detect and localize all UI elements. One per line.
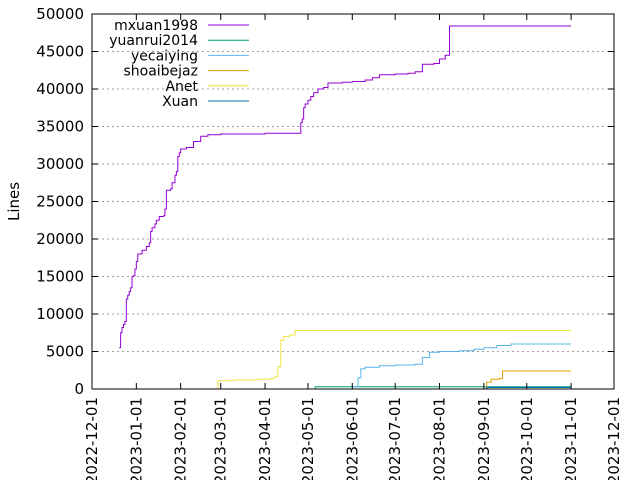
x-tick-label: 2023-05-01: [299, 397, 317, 480]
x-tick-label: 2023-07-01: [386, 397, 404, 480]
y-tick-label: 20000: [36, 230, 84, 248]
y-tick-label: 10000: [36, 305, 84, 323]
legend: mxuan1998yuanrui2014yecaiyingshoaibejazA…: [109, 18, 249, 110]
x-tick-label: 2023-01-01: [127, 397, 145, 480]
axis-ticks: [91, 13, 615, 390]
legend-label: shoaibejaz: [123, 64, 198, 80]
x-tick-label: 2023-11-01: [562, 397, 580, 480]
legend-label: yecaiying: [131, 48, 198, 64]
legend-label: mxuan1998: [114, 18, 198, 34]
series-line-anet: [214, 330, 572, 390]
series-line-mxuan1998: [119, 25, 572, 349]
y-tick-label: 35000: [36, 118, 84, 136]
series-line-yecaiying: [315, 343, 572, 390]
y-tick-label: 25000: [36, 193, 84, 211]
y-axis-title: Lines: [5, 182, 23, 221]
legend-label: Anet: [165, 79, 198, 95]
x-tick-label: 2023-02-01: [172, 397, 190, 480]
y-tick-label: 50000: [36, 5, 84, 23]
y-tick-labels: 0 5000 10000 15000 20000 25000 30000 35000 40000…: [36, 5, 84, 398]
y-tick-label: 5000: [46, 343, 84, 361]
x-tick-label: 2023-09-01: [475, 397, 493, 480]
y-tick-label: 30000: [36, 155, 84, 173]
series-line-shoaibejaz: [483, 370, 572, 390]
x-tick-labels: 2022-12-01 2023-01-01 2023-02-01 2023-03-01…: [83, 397, 623, 480]
y-tick-label: 45000: [36, 43, 84, 61]
x-tick-label: 2022-12-01: [83, 397, 101, 480]
x-tick-label: 2023-08-01: [431, 397, 449, 480]
x-tick-label: 2023-04-01: [256, 397, 274, 480]
legend-label: yuanrui2014: [109, 33, 198, 49]
legend-label: Xuan: [162, 94, 198, 110]
x-tick-label: 2023-12-01: [605, 397, 623, 480]
y-tick-label: 0: [74, 380, 84, 398]
x-tick-label: 2023-06-01: [343, 397, 361, 480]
x-tick-label: 2023-10-01: [518, 397, 536, 480]
y-tick-label: 40000: [36, 80, 84, 98]
x-tick-label: 2023-03-01: [212, 397, 230, 480]
y-tick-label: 15000: [36, 268, 84, 286]
